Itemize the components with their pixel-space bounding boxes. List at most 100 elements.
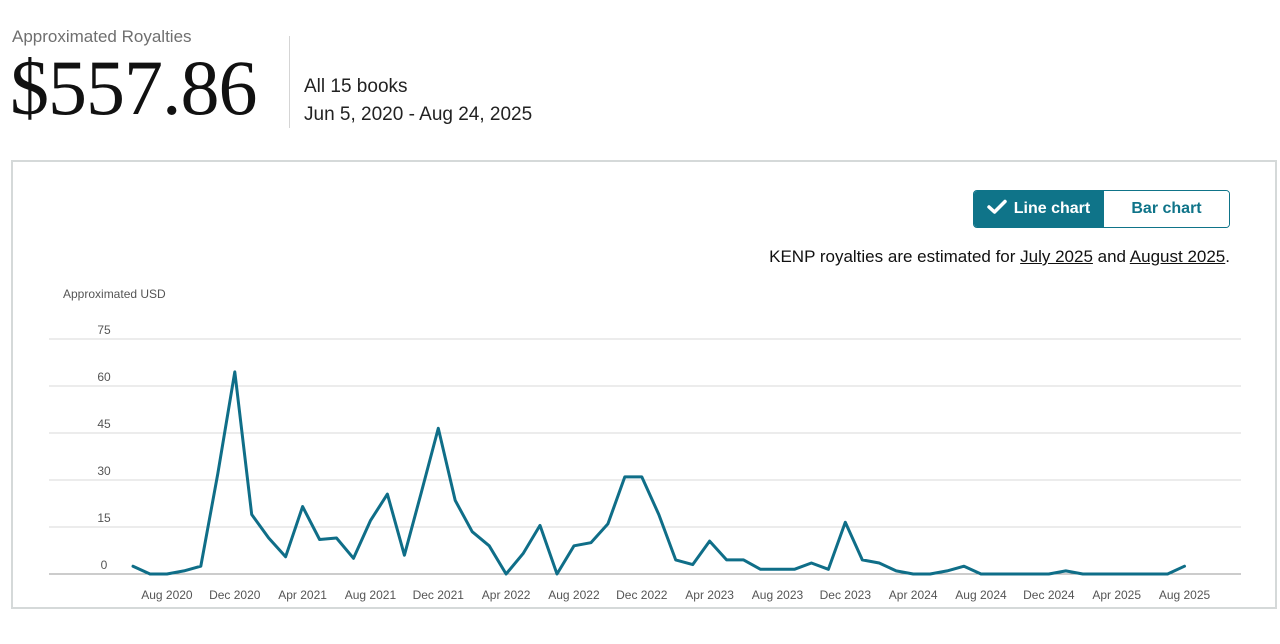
x-tick-label-5: Apr 2022 — [482, 588, 531, 602]
data-point-4 — [199, 565, 202, 568]
x-tick-label-2: Apr 2021 — [278, 588, 327, 602]
kenp-estimate-note: KENP royalties are estimated for July 20… — [769, 247, 1230, 267]
data-point-48 — [946, 569, 949, 572]
data-point-46 — [912, 573, 915, 576]
x-tick-label-11: Apr 2024 — [889, 588, 938, 602]
data-point-14 — [369, 519, 372, 522]
data-point-60 — [1149, 573, 1152, 576]
data-point-40 — [810, 562, 813, 565]
data-point-11 — [318, 538, 321, 541]
data-point-38 — [776, 568, 779, 571]
x-tick-label-3: Aug 2021 — [345, 588, 397, 602]
july-2025-link[interactable]: July 2025 — [1020, 247, 1093, 266]
data-point-18 — [437, 427, 440, 430]
data-point-55 — [1064, 569, 1067, 572]
data-point-27 — [589, 541, 592, 544]
chart-type-toggle: Line chart Bar chart — [973, 190, 1230, 228]
data-point-16 — [403, 554, 406, 557]
checkmark-icon — [987, 199, 1007, 220]
data-point-56 — [1081, 573, 1084, 576]
data-point-25 — [556, 573, 559, 576]
data-point-39 — [793, 568, 796, 571]
data-point-52 — [1013, 573, 1016, 576]
x-tick-label-6: Aug 2022 — [548, 588, 600, 602]
data-point-31 — [657, 513, 660, 516]
data-point-19 — [454, 499, 457, 502]
books-filter-text: All 15 books — [304, 76, 408, 97]
august-2025-link[interactable]: August 2025 — [1129, 247, 1226, 266]
data-point-7 — [250, 513, 253, 516]
series-line-royalties — [131, 370, 1186, 576]
data-point-41 — [827, 568, 830, 571]
data-point-13 — [352, 557, 355, 560]
x-tick-label-4: Dec 2021 — [413, 588, 465, 602]
data-point-22 — [505, 573, 508, 576]
y-tick-label-0: 0 — [101, 558, 108, 572]
data-point-3 — [182, 569, 185, 572]
data-point-1 — [148, 573, 151, 576]
x-tick-label-12: Aug 2024 — [955, 588, 1007, 602]
data-point-10 — [301, 505, 304, 508]
data-point-49 — [963, 565, 966, 568]
x-tick-label-14: Apr 2025 — [1092, 588, 1141, 602]
data-point-6 — [233, 370, 236, 373]
y-tick-label-60: 60 — [97, 370, 111, 384]
x-tick-label-7: Dec 2022 — [616, 588, 668, 602]
data-point-37 — [759, 568, 762, 571]
data-point-30 — [640, 475, 643, 478]
note-middle: and — [1092, 247, 1130, 266]
data-point-34 — [708, 540, 711, 543]
royalties-amount: $557.86 — [10, 44, 257, 131]
data-point-57 — [1098, 573, 1101, 576]
line-chart-button[interactable]: Line chart — [974, 191, 1103, 227]
data-point-0 — [132, 565, 135, 568]
line-chart-label: Line chart — [1013, 200, 1091, 217]
data-point-51 — [996, 573, 999, 576]
data-point-44 — [878, 562, 881, 565]
bar-chart-label: Bar chart — [1131, 200, 1202, 217]
note-suffix: . — [1225, 247, 1230, 266]
data-point-28 — [606, 522, 609, 525]
y-axis-title: Approximated USD — [63, 287, 166, 301]
data-point-2 — [165, 573, 168, 576]
data-point-9 — [284, 555, 287, 558]
data-point-54 — [1047, 573, 1050, 576]
x-tick-label-15: Aug 2025 — [1159, 588, 1211, 602]
x-tick-label-8: Apr 2023 — [685, 588, 734, 602]
data-point-21 — [488, 544, 491, 547]
summary-divider — [289, 36, 290, 128]
x-tick-label-13: Dec 2024 — [1023, 588, 1075, 602]
data-point-59 — [1132, 573, 1135, 576]
y-tick-label-75: 75 — [97, 323, 111, 337]
data-point-17 — [420, 491, 423, 494]
y-tick-label-30: 30 — [97, 464, 111, 478]
data-point-32 — [674, 558, 677, 561]
date-range-text: Jun 5, 2020 - Aug 24, 2025 — [304, 104, 533, 125]
x-tick-label-1: Dec 2020 — [209, 588, 261, 602]
data-point-53 — [1030, 573, 1033, 576]
data-point-12 — [335, 536, 338, 539]
data-point-33 — [691, 563, 694, 566]
y-tick-label-15: 15 — [97, 511, 111, 525]
data-point-26 — [572, 544, 575, 547]
note-prefix: KENP royalties are estimated for — [769, 247, 1021, 266]
data-point-29 — [623, 475, 626, 478]
x-tick-label-10: Dec 2023 — [820, 588, 872, 602]
data-point-5 — [216, 472, 219, 475]
data-point-61 — [1166, 573, 1169, 576]
data-point-42 — [844, 521, 847, 524]
data-point-62 — [1183, 565, 1186, 568]
data-point-47 — [929, 573, 932, 576]
data-point-36 — [742, 558, 745, 561]
chart-panel — [11, 160, 1277, 609]
data-point-58 — [1115, 573, 1118, 576]
data-point-8 — [267, 536, 270, 539]
data-point-15 — [386, 493, 389, 496]
royalties-label: Approximated Royalties — [12, 27, 192, 46]
x-tick-label-9: Aug 2023 — [752, 588, 804, 602]
x-tick-label-0: Aug 2020 — [141, 588, 193, 602]
bar-chart-button[interactable]: Bar chart — [1103, 191, 1229, 227]
data-point-45 — [895, 569, 898, 572]
data-point-20 — [471, 530, 474, 533]
